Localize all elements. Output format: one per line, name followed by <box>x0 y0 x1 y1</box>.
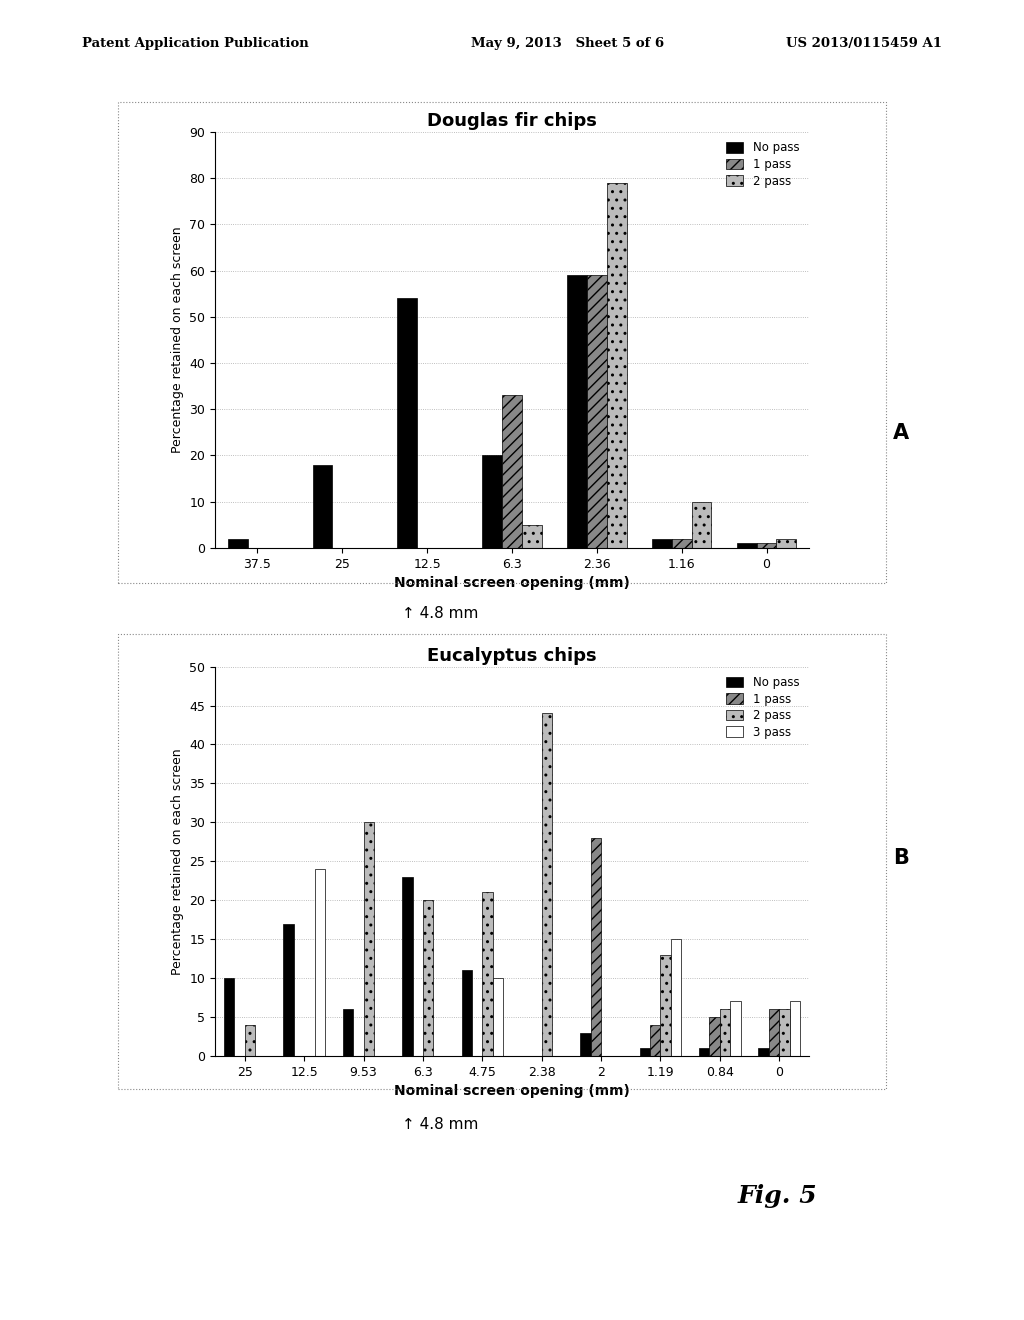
Text: ↑ 4.8 mm: ↑ 4.8 mm <box>402 1117 478 1133</box>
Y-axis label: Percentage retained on each screen: Percentage retained on each screen <box>171 748 183 974</box>
Bar <box>245 1024 255 1056</box>
Legend: No pass, 1 pass, 2 pass: No pass, 1 pass, 2 pass <box>722 137 803 191</box>
Bar <box>581 1032 591 1056</box>
X-axis label: Nominal screen opening (mm): Nominal screen opening (mm) <box>394 576 630 590</box>
Bar <box>769 1010 779 1056</box>
Bar <box>502 396 522 548</box>
Bar <box>759 1048 769 1056</box>
Text: ↑ 4.8 mm: ↑ 4.8 mm <box>402 606 478 622</box>
Bar <box>720 1010 730 1056</box>
Bar <box>776 539 797 548</box>
Bar <box>640 1048 650 1056</box>
Bar <box>364 822 374 1056</box>
Text: US 2013/0115459 A1: US 2013/0115459 A1 <box>786 37 942 50</box>
Bar <box>691 502 712 548</box>
Bar <box>397 298 417 548</box>
Bar <box>402 876 413 1056</box>
Legend: No pass, 1 pass, 2 pass, 3 pass: No pass, 1 pass, 2 pass, 3 pass <box>722 672 803 742</box>
Bar <box>423 900 433 1056</box>
Title: Douglas fir chips: Douglas fir chips <box>427 112 597 131</box>
Bar <box>652 539 672 548</box>
Bar <box>542 713 552 1056</box>
Bar <box>650 1024 660 1056</box>
Bar <box>284 924 294 1056</box>
Text: Patent Application Publication: Patent Application Publication <box>82 37 308 50</box>
Bar <box>591 838 601 1056</box>
Bar <box>699 1048 710 1056</box>
Bar <box>482 455 502 548</box>
Bar <box>660 954 671 1056</box>
Bar <box>587 276 607 548</box>
Text: B: B <box>893 847 909 869</box>
Bar <box>482 892 493 1056</box>
Bar <box>314 869 325 1056</box>
Bar <box>227 539 248 548</box>
Y-axis label: Percentage retained on each screen: Percentage retained on each screen <box>171 227 183 453</box>
Bar <box>737 544 757 548</box>
Bar <box>757 544 776 548</box>
Text: Fig. 5: Fig. 5 <box>737 1184 817 1208</box>
Bar <box>343 1010 353 1056</box>
Bar <box>522 525 542 548</box>
Bar <box>730 1002 740 1056</box>
Bar <box>710 1016 720 1056</box>
X-axis label: Nominal screen opening (mm): Nominal screen opening (mm) <box>394 1084 630 1098</box>
Bar <box>567 276 587 548</box>
Bar <box>462 970 472 1056</box>
Bar <box>671 940 681 1056</box>
Bar <box>493 978 503 1056</box>
Bar <box>312 465 333 548</box>
Bar <box>607 183 627 548</box>
Bar <box>790 1002 800 1056</box>
Text: May 9, 2013   Sheet 5 of 6: May 9, 2013 Sheet 5 of 6 <box>471 37 665 50</box>
Bar <box>779 1010 790 1056</box>
Title: Eucalyptus chips: Eucalyptus chips <box>427 647 597 665</box>
Bar <box>672 539 691 548</box>
Bar <box>224 978 234 1056</box>
Text: A: A <box>893 422 909 444</box>
